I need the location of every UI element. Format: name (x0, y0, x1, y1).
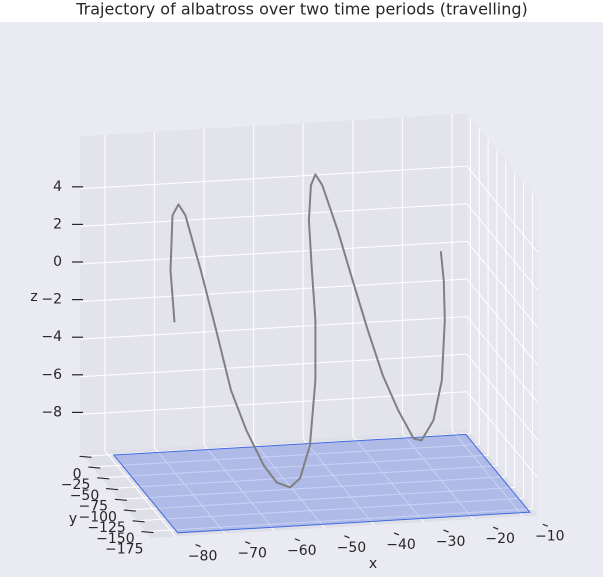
grid-line (466, 316, 539, 403)
x-axis-label: x (369, 556, 377, 572)
grid-line (92, 443, 480, 468)
x-tick-label: −80 (188, 549, 218, 565)
z-tick-label: −8 (41, 404, 62, 420)
z-axis-label: z (30, 289, 37, 305)
y-tick-label: −175 (105, 542, 143, 558)
back-pane (80, 113, 467, 452)
grid-line (79, 240, 467, 265)
grid-line (466, 353, 539, 441)
grid-line (79, 203, 467, 227)
x-tick (542, 523, 549, 527)
z-tick-label: 0 (53, 254, 62, 270)
y-tick-label: −75 (79, 499, 109, 515)
y-tick-label: −150 (96, 531, 134, 547)
grid-line (136, 497, 524, 522)
grid-line (110, 465, 497, 490)
y-tick (141, 530, 154, 534)
grid-line (79, 391, 467, 415)
y-tick (88, 466, 101, 469)
y-tick (106, 487, 119, 491)
z-tick-label: 2 (53, 216, 62, 232)
grid-line (79, 278, 467, 303)
z-tick-label: −2 (41, 292, 62, 308)
grid-line (79, 316, 467, 340)
grid-line (466, 165, 539, 253)
grid-line (352, 435, 424, 523)
grid-line (253, 441, 325, 529)
x-tick-label: −40 (386, 537, 416, 553)
floor-pane (80, 429, 538, 538)
grid-line (402, 432, 474, 520)
x-tick (244, 541, 251, 545)
x-tick-label: −70 (237, 546, 267, 562)
y-tick (123, 509, 136, 512)
side-pane (466, 113, 538, 516)
grid-line (466, 241, 539, 328)
y-axis-label: y (69, 511, 77, 527)
grid-line (466, 391, 539, 479)
y-tick (132, 520, 145, 523)
y-tick (97, 477, 110, 480)
grid-line (104, 450, 176, 537)
x-tick-label: −50 (337, 540, 367, 556)
grid-line (451, 429, 524, 517)
y-tick (79, 455, 92, 458)
x-tick (294, 538, 301, 542)
grid-line (154, 447, 226, 534)
z-tick-label: −4 (41, 329, 62, 345)
y-tick-label: 0 (73, 466, 82, 482)
grid-line (203, 444, 276, 532)
y-tick-label: −100 (78, 509, 116, 525)
title-band (0, 0, 603, 22)
grid-line (302, 438, 375, 526)
grid-line (127, 486, 515, 511)
y-tick-label: −50 (70, 488, 100, 504)
x-tick (393, 532, 400, 536)
grid-line (466, 278, 539, 366)
grid-line (79, 165, 467, 190)
plot (72, 173, 549, 548)
z-tick-label: 4 (53, 179, 62, 195)
y-tick (114, 498, 127, 501)
grid-line (145, 508, 533, 533)
grid-line (118, 476, 506, 500)
grid-line (101, 454, 489, 479)
surface-plane (112, 433, 531, 534)
chart-title: Trajectory of albatross over two time pe… (75, 0, 528, 19)
y-tick-label: −25 (61, 477, 91, 493)
x-tick-label: −20 (485, 531, 515, 547)
panes (79, 113, 539, 538)
x-tick-label: −10 (535, 528, 565, 544)
y-tick-label: −125 (87, 520, 125, 536)
grid-line (79, 353, 467, 378)
x-tick (195, 543, 201, 548)
x-tick (492, 526, 499, 530)
x-tick-label: −60 (287, 543, 317, 559)
z-tick-label: −6 (41, 367, 62, 383)
x-tick (344, 535, 350, 539)
x-tick-label: −30 (436, 534, 466, 550)
grid-line (466, 203, 539, 291)
x-tick (443, 529, 449, 533)
trajectory-line (169, 173, 446, 489)
